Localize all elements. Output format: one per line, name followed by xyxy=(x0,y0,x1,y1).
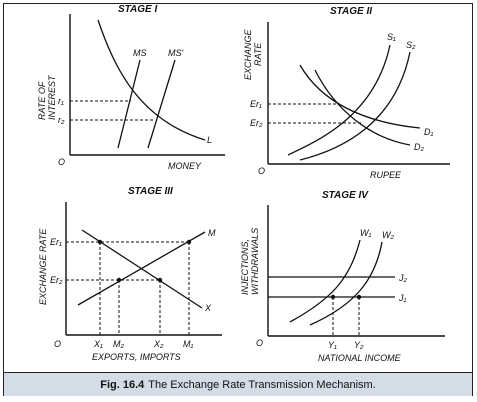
stage3-point-x1 xyxy=(97,239,103,245)
stage4-x-label: NATIONAL INCOME xyxy=(318,353,402,363)
stage1-l-curve xyxy=(97,19,206,141)
stage1-title: STAGE I xyxy=(118,4,157,15)
stage4-title: STAGE IV xyxy=(322,190,369,201)
stage4-w1-curve xyxy=(289,239,361,323)
stage4-panel: STAGE IV INJECTIONS, WITHDRAWALS NATIONA… xyxy=(240,190,445,363)
stage1-l-label: L xyxy=(207,135,212,145)
stage2-s1-label: S₁ xyxy=(387,32,396,42)
stage3-x-label: EXPORTS, IMPORTS xyxy=(92,352,181,362)
stage4-y-label-1: INJECTIONS, xyxy=(240,239,250,295)
stage2-s1-curve xyxy=(287,44,391,156)
figure-caption-text: The Exchange Rate Transmission Mechanism… xyxy=(148,378,376,391)
stage4-y1-tick: Y₁ xyxy=(328,340,337,350)
stage4-w1-label: W₁ xyxy=(360,228,371,238)
stage3-point-m2 xyxy=(116,277,122,283)
stage1-y-label-1: RATE OF xyxy=(37,81,47,120)
stage2-d2-label: D₂ xyxy=(414,142,424,152)
stage2-d1-label: D₁ xyxy=(424,127,433,137)
figure-number: Fig. 16.4 xyxy=(100,378,145,391)
stage4-w2-label: W₂ xyxy=(382,230,394,240)
stage4-y-label-2: WITHDRAWALS xyxy=(250,228,260,295)
stage2-d1-curve xyxy=(299,64,421,129)
stage3-panel: STAGE III EXCHANGE RATE EXPORTS, IMPORTS… xyxy=(38,186,222,362)
stage1-ms-label: MS xyxy=(133,48,147,58)
stage3-origin: O xyxy=(54,339,61,349)
stage1-x-label: MONEY xyxy=(168,161,202,171)
stage1-ms-line xyxy=(117,59,141,149)
stage3-er2-label: Er₂ xyxy=(50,275,63,285)
stage2-panel: STAGE II EXCHANGE RATE RUPEE O S₁ S₂ D₁ … xyxy=(243,6,450,180)
stage2-s2-label: S₂ xyxy=(406,40,416,50)
stage4-w2-curve xyxy=(309,241,383,326)
stage4-origin: O xyxy=(256,338,263,348)
stage2-y-label-2: RATE xyxy=(253,42,263,66)
stage1-y-label-2: INTEREST xyxy=(47,74,57,120)
stage4-j1-label: J₁ xyxy=(398,293,407,303)
stage3-er1-label: Er₁ xyxy=(50,237,62,247)
stage1-panel: STAGE I RATE OF INTEREST MONEY O L MS MS… xyxy=(37,4,225,171)
stage1-origin: O xyxy=(58,157,65,167)
stage3-point-x2 xyxy=(157,277,163,283)
stage3-x2-tick: X₂ xyxy=(153,339,164,349)
stage3-point-m1 xyxy=(186,239,192,245)
stage2-d2-curve xyxy=(314,69,411,146)
stage2-s2-curve xyxy=(299,51,411,161)
stage3-x-line xyxy=(81,229,203,309)
stage2-title: STAGE II xyxy=(330,6,372,17)
stage2-x-label: RUPEE xyxy=(370,170,402,180)
stage1-r1-label: r₁ xyxy=(58,96,64,106)
stage2-y-label-1: EXCHANGE xyxy=(243,28,253,80)
stage1-ms-prime-line xyxy=(147,59,176,149)
stage1-r2-label: r₂ xyxy=(58,115,65,125)
stage2-er1-label: Er₁ xyxy=(250,99,262,109)
figure-caption: Fig. 16.4 The Exchange Rate Transmission… xyxy=(4,372,472,396)
stage3-x1-tick: X₁ xyxy=(93,339,103,349)
stage3-title: STAGE III xyxy=(128,186,173,197)
stage3-m1-tick: M₁ xyxy=(183,339,193,349)
stage4-j2-label: J₂ xyxy=(398,273,408,283)
stage2-er2-label: Er₂ xyxy=(250,118,263,128)
stage3-y-label: EXCHANGE RATE xyxy=(38,228,48,305)
stage4-y2-tick: Y₂ xyxy=(354,340,364,350)
stage1-ms-prime-label: MS′ xyxy=(168,48,184,58)
stage3-m2-tick: M₂ xyxy=(113,339,124,349)
stage3-x-label-curve: X xyxy=(204,303,212,313)
stage2-origin: O xyxy=(258,166,265,176)
stage3-m-label: M xyxy=(208,228,216,238)
